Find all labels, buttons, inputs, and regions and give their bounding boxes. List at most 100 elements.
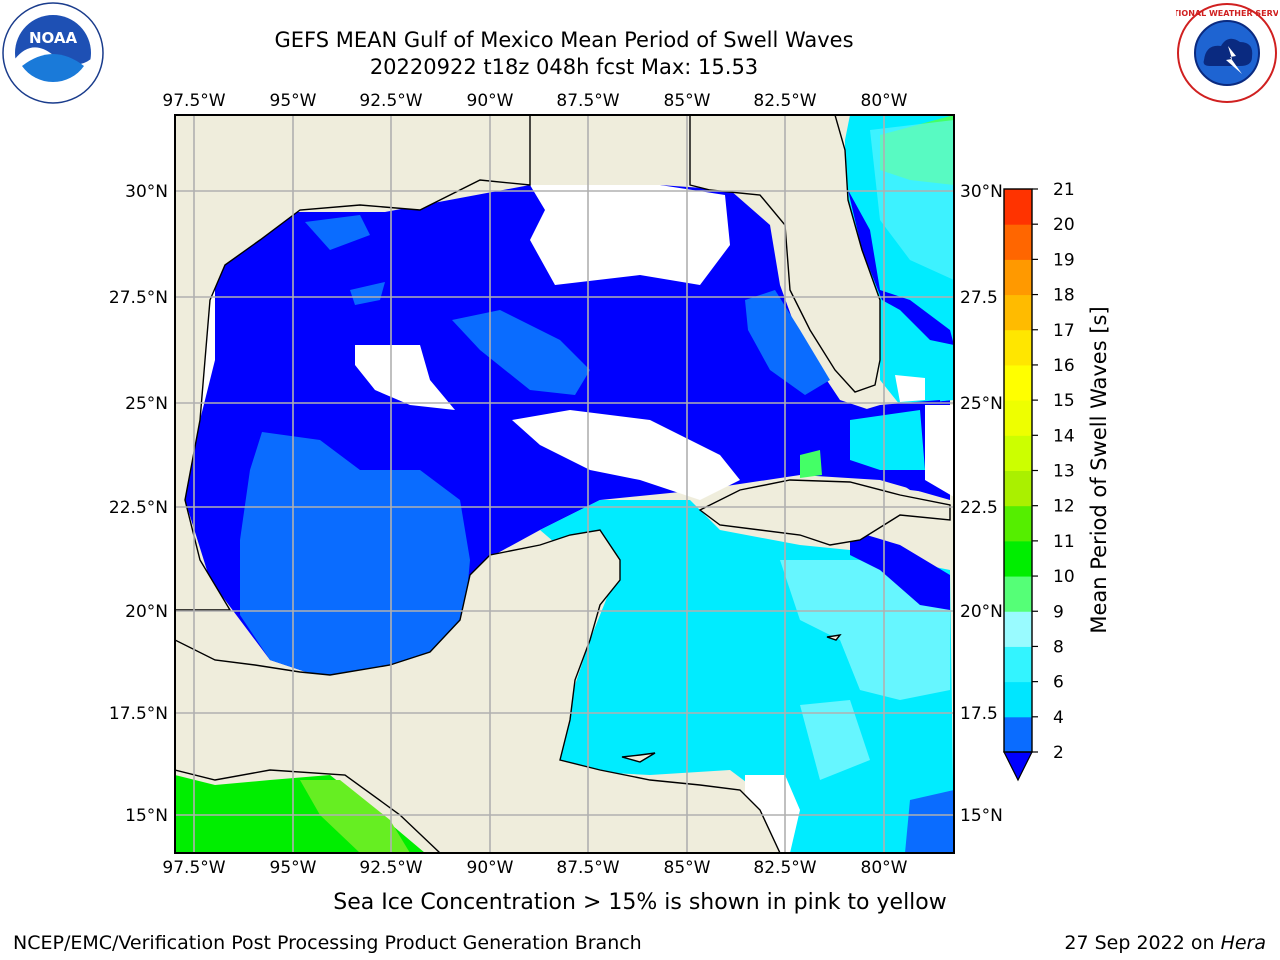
lat-label-left: 27.5°N (109, 288, 168, 308)
lat-label-left: 25°N (125, 394, 168, 414)
colorbar-tick-label: 17 (1053, 321, 1075, 341)
noaa-logo-text: NOAA (29, 29, 78, 47)
colorbar-tick-label: 2 (1053, 743, 1064, 763)
atlantic-deep (848, 190, 954, 345)
sea-ice-note: Sea Ice Concentration > 15% is shown in … (333, 890, 947, 915)
date-value: 27 Sep 2022 on (1064, 932, 1215, 954)
colorbar-tick-label: 4 (1053, 708, 1064, 728)
caribbean-light-areas (780, 120, 954, 780)
colorbar-tick-label: 16 (1053, 356, 1075, 376)
map-subtitle: 20220922 t18z 048h fcst Max: 15.53 (369, 55, 759, 79)
colorbar-segment (1004, 681, 1032, 718)
lon-label-top: 85°W (664, 91, 711, 111)
florida-straits-cyan (850, 410, 925, 470)
lon-label-bottom: 85°W (664, 858, 711, 878)
cayman-island (826, 634, 842, 641)
colorbar-segment (1004, 435, 1032, 471)
lat-label-right: 17.5 (960, 704, 998, 724)
lon-label-bottom: 82.5°W (753, 858, 816, 878)
lat-label-right: 30°N (960, 182, 1003, 202)
lat-label-left: 30°N (125, 182, 168, 202)
lat-label-right: 15°N (960, 806, 1003, 826)
cuba-island (698, 479, 951, 546)
land-masses (175, 115, 951, 853)
bahamas-green (800, 450, 822, 478)
map-content (175, 115, 954, 853)
colorbar-segment (1004, 259, 1032, 296)
map-frame (174, 114, 955, 854)
lat-label-left: 17.5°N (109, 704, 168, 724)
lon-label-bottom: 95°W (270, 858, 317, 878)
colorbar-tick-label: 11 (1053, 532, 1075, 552)
colorbar-segment (1004, 716, 1032, 753)
lon-label-bottom: 90°W (467, 858, 514, 878)
colorbar-extend-triangle (1003, 751, 1033, 782)
lon-labels-top: 97.5°W 95°W 92.5°W 90°W 87.5°W 85°W 82.5… (162, 91, 907, 111)
lat-label-left: 15°N (125, 806, 168, 826)
colorbar-segment (1004, 576, 1032, 612)
colorbar-tick-label: 21 (1053, 180, 1075, 200)
lat-label-right: 27.5 (960, 288, 998, 308)
lat-label-right: 20°N (960, 602, 1003, 622)
lat-label-left: 22.5°N (109, 498, 168, 518)
date-host: Hera (1220, 932, 1266, 954)
colorbar-ticks: 2 4 6 8 9 10 11 12 13 14 15 16 17 18 19 20 21 (1032, 180, 1075, 763)
colorbar-tick-label: 20 (1053, 215, 1075, 235)
colorbar-tick-label: 19 (1053, 250, 1075, 270)
lon-label-top: 92.5°W (359, 91, 422, 111)
colorbar-segment (1004, 646, 1032, 683)
colorbar-tick-label: 13 (1053, 462, 1075, 482)
credit-text: NCEP/EMC/Verification Post Processing Pr… (13, 932, 642, 954)
lat-label-right: 22.5 (960, 498, 998, 518)
lon-label-bottom: 87.5°W (556, 858, 619, 878)
colorbar-tick-label: 15 (1053, 391, 1075, 411)
lat-labels-left: 30°N 27.5°N 25°N 22.5°N 20°N 17.5°N 15°N (109, 182, 168, 826)
colorbar-segment (1004, 470, 1032, 507)
colorbar-segment (1004, 329, 1032, 366)
colorbar: 2 4 6 8 9 10 11 12 13 14 15 16 17 18 19 20 21 Mean Perio… (1003, 180, 1111, 782)
colorbar-segments (1004, 189, 1032, 753)
lon-label-top: 87.5°W (556, 91, 619, 111)
date-text: 27 Sep 2022 on Hera (1064, 932, 1266, 954)
lon-label-top: 80°W (861, 91, 908, 111)
colorbar-segment (1004, 400, 1032, 436)
colorbar-tick-label: 14 (1053, 426, 1075, 446)
lat-labels-right: 30°N 27.5 25°N 22.5 20°N 17.5 15°N (960, 182, 1003, 826)
colorbar-segment (1004, 189, 1032, 225)
colorbar-label: Mean Period of Swell Waves [s] (1087, 306, 1111, 633)
colorbar-tick-label: 12 (1053, 497, 1075, 517)
colorbar-segment (1004, 224, 1032, 260)
yucatan-peninsula (175, 529, 781, 853)
colorbar-tick-label: 10 (1053, 567, 1075, 587)
noaa-logo: NOAA (2, 2, 104, 104)
colorbar-tick-label: 18 (1053, 286, 1075, 306)
pacific-lightgreen (300, 780, 410, 853)
nws-logo-text: NATIONAL WEATHER SERVICE (1176, 9, 1278, 18)
mexico-coast (175, 115, 531, 611)
caribbean-deep-south (905, 790, 954, 853)
lon-label-top: 90°W (467, 91, 514, 111)
mid-period-areas (240, 215, 830, 680)
colorbar-segment (1004, 540, 1032, 577)
grid-lines (175, 115, 954, 853)
lon-labels-bottom: 97.5°W 95°W 92.5°W 90°W 87.5°W 85°W 82.5… (162, 858, 907, 878)
colorbar-segment (1004, 364, 1032, 401)
colorbar-tick-label: 9 (1053, 602, 1064, 622)
lat-label-left: 20°N (125, 602, 168, 622)
lon-label-bottom: 92.5°W (359, 858, 422, 878)
lon-label-bottom: 80°W (861, 858, 908, 878)
nws-logo: NATIONAL WEATHER SERVICE (1176, 3, 1278, 103)
lon-label-top: 95°W (270, 91, 317, 111)
colorbar-segment (1004, 505, 1032, 542)
lon-label-top: 82.5°W (753, 91, 816, 111)
lat-label-right: 25°N (960, 394, 1003, 414)
caribbean-deep-east (850, 530, 950, 610)
colorbar-segment (1004, 611, 1032, 647)
florida-peninsula (689, 115, 881, 393)
jamaica-island (621, 752, 656, 763)
colorbar-tick-label: 8 (1053, 637, 1064, 657)
colorbar-tick-label: 6 (1053, 673, 1064, 693)
colorbar-segment (1004, 294, 1032, 331)
lon-label-top: 97.5°W (162, 91, 225, 111)
